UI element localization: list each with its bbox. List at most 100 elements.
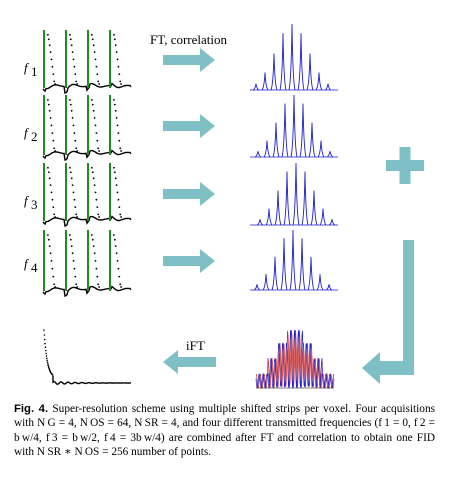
fid-baseline [42,82,132,94]
fid-decay-dot [70,44,73,47]
spectrum-peak [253,284,261,291]
super-resolution-figure: f 1 f 2 f 3 f 4 FT, correlation iFT [24,23,424,390]
row-label-f3: f 3 [24,193,38,212]
fid-decay-dot [69,38,72,41]
spectrum-peak [256,219,264,226]
fid-decay-dot [114,177,117,180]
combine-arrow [362,240,414,384]
fid-decay-dot [115,252,118,255]
caption-label: Fig. 4. [14,403,49,415]
spectrum-peak [298,238,306,291]
fid-decay-dot [52,206,55,209]
fid-decay-dot [47,166,49,169]
fid-decay-dot [74,73,77,75]
combined-spectrum [255,329,335,390]
row-label-var: f [24,60,30,75]
fid-decay-dot [118,206,121,209]
plus-sign [386,147,424,184]
fid-decay-dot [97,213,100,216]
fid-decay-dot [93,117,96,119]
fid-decay-dot [52,275,55,278]
spectrum-peak [310,190,318,226]
spectrum-peak [292,162,300,226]
fid-signal-f3 [42,163,132,227]
fid-decay-dot [120,216,122,218]
fid-decay-dot [113,171,116,174]
fid-decay-dot [92,245,95,248]
fid-decay-dot [113,38,116,41]
fid-decay-dot [48,177,51,180]
spectrum-peak [279,33,287,91]
fid-decay-dot [53,283,56,286]
fid-decay-dot [95,132,98,135]
fid-decay-dot [48,245,51,248]
final-fid-dot [44,342,46,345]
fid-decay-dot [113,99,115,101]
spectrum-peak [270,53,278,91]
fid-signal-f4 [42,230,132,297]
fid-decay-dot [116,58,119,61]
fid-decay-dot [70,177,73,180]
fid-decay-dot [93,184,96,187]
fid-decay-dot [95,198,98,201]
fid-decay-dot [76,286,78,288]
spectrum-peak [306,53,314,91]
final-fid-dot [43,338,46,341]
fid-decay-dot [76,83,78,85]
spectrum-f3 [250,162,338,226]
final-fid-dot [43,334,46,336]
spectrum-peak [261,72,269,91]
final-fid-baseline [52,376,131,385]
fid-decay-dot [116,191,119,194]
fid-decay-dot [49,117,52,119]
spectrum-peak [297,33,305,91]
fid-decay-dot [69,238,72,241]
fid-decay-dot [91,238,94,241]
ift-label: iFT [186,338,205,353]
fid-decay-dot [91,171,94,174]
fid-decay-dot [69,99,71,101]
fid-decay-dot [118,139,121,142]
spectrum-peak [301,171,309,226]
spectrum-f4 [250,229,338,291]
fid-decay-dot [95,65,98,68]
fid-decay-dot [114,109,117,112]
fid-decay-dot [76,150,78,152]
fid-decay-dot [71,252,74,255]
fid-decay-dot [70,245,73,248]
fid-decay-dot [114,245,117,248]
fid-decay-dot [115,51,118,53]
fid-decay-dot [91,103,94,106]
fid-decay-dot [115,184,118,187]
ft-correlation-label: FT, correlation [150,32,228,47]
fid-decay-dot [119,283,122,286]
fid-baseline [42,149,132,161]
fid-decay-dot [47,238,50,241]
spectrum-peak [271,256,279,291]
fid-decay-dot [48,109,51,112]
final-fid-dot [44,346,47,349]
fid-decay-dot [73,132,76,135]
fid-decay-dot [96,275,99,278]
fid-decay-dot [91,33,93,36]
fid-decay-dot [118,275,121,278]
spectrum-peak [299,103,307,158]
spectrum-peak [254,151,262,158]
row-label-sub: 4 [31,260,38,275]
fid-decay-dot [117,267,120,270]
fid-decay-dot [50,124,53,127]
fid-decay-dot [47,99,49,101]
spectrum-peak [307,256,315,291]
row-label-var: f [24,193,30,208]
spectrum-peak [265,208,273,226]
ft-arrow-3 [163,182,215,206]
fid-decay-dot [117,65,120,68]
fid-decay-dot [54,216,56,218]
fid-decay-dot [91,234,93,236]
fid-decay-dot [69,234,71,236]
fid-decay-dot [98,216,100,218]
row-label-var: f [24,125,30,140]
fid-decay-dot [119,80,122,83]
spectrum-peak [289,229,297,291]
spectrum-peak [324,83,332,91]
